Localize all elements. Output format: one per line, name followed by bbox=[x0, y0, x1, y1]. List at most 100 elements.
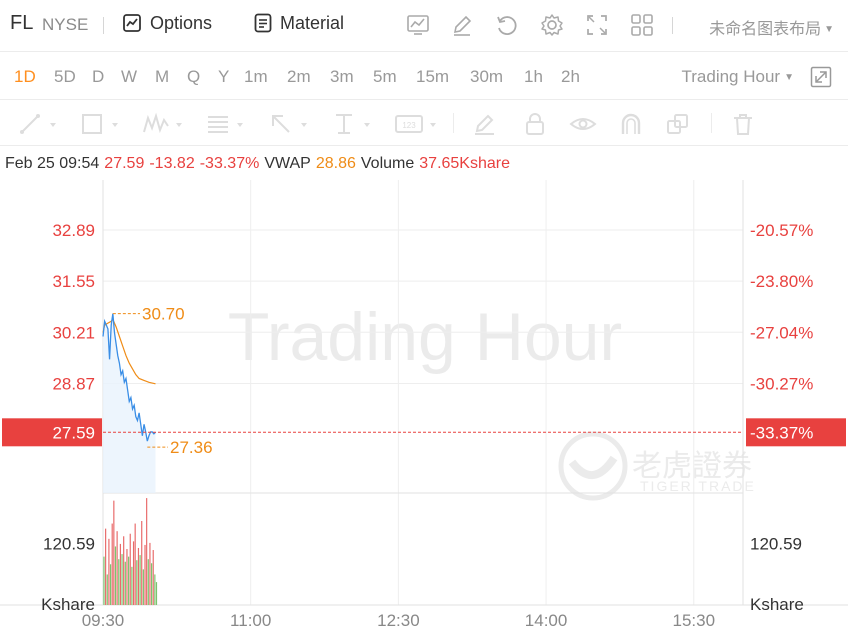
brush-icon[interactable] bbox=[472, 112, 498, 136]
exchange-label: NYSE bbox=[42, 15, 89, 34]
volume-bar bbox=[108, 538, 110, 605]
trash-icon[interactable] bbox=[731, 112, 755, 136]
toolbar-divider bbox=[453, 113, 454, 133]
watermark-tiger-logo bbox=[568, 455, 618, 479]
grid-layout-icon[interactable] bbox=[629, 12, 655, 38]
pattern-tool-icon[interactable] bbox=[142, 112, 188, 136]
layers-icon[interactable] bbox=[665, 112, 691, 136]
watermark-brand-en: TIGER TRADE bbox=[640, 478, 756, 494]
period-1m[interactable]: 1m bbox=[244, 67, 268, 86]
period-15m[interactable]: 15m bbox=[416, 67, 450, 86]
period-5d[interactable]: 5D bbox=[54, 67, 76, 86]
volume-bar bbox=[144, 544, 146, 605]
percent-tick-label: -30.27% bbox=[750, 374, 813, 393]
current-pct-label: -33.37% bbox=[750, 423, 813, 442]
period-2h[interactable]: 2h bbox=[561, 67, 580, 86]
magnet-icon[interactable] bbox=[618, 112, 644, 136]
high-marker-label: 30.70 bbox=[142, 305, 185, 324]
volume-bar bbox=[126, 549, 128, 605]
price-tick-label: 28.87 bbox=[52, 374, 95, 393]
period-year[interactable]: Y bbox=[218, 67, 230, 86]
expand-icon[interactable] bbox=[810, 66, 832, 88]
low-marker-label: 27.36 bbox=[170, 438, 213, 457]
period-bar: 1D 5D D W M Q Y 1m 2m 3m 5m 15m 30m 1h 2… bbox=[0, 53, 848, 100]
document-icon bbox=[254, 13, 272, 33]
volume-value: 37.65Kshare bbox=[419, 155, 510, 172]
header-divider bbox=[672, 17, 673, 34]
volume-unit-label: Kshare bbox=[41, 595, 95, 614]
session-selector[interactable]: Trading Hour ▼ bbox=[682, 67, 795, 87]
time-tick-label: 09:30 bbox=[82, 611, 125, 630]
layout-selector[interactable]: 未命名图表布局 ▼ bbox=[709, 15, 834, 39]
period-2m[interactable]: 2m bbox=[287, 67, 311, 86]
reset-icon[interactable] bbox=[494, 12, 520, 38]
ticker-symbol[interactable]: FL bbox=[10, 12, 34, 34]
period-1h[interactable]: 1h bbox=[524, 67, 543, 86]
fibonacci-tool-icon[interactable] bbox=[205, 112, 249, 136]
volume-bar bbox=[119, 543, 121, 605]
volume-bar bbox=[114, 546, 117, 605]
lock-icon[interactable] bbox=[522, 112, 548, 136]
percent-tick-label: -20.57% bbox=[750, 221, 813, 240]
watermark-tiger-logo bbox=[558, 431, 628, 501]
options-label: Options bbox=[150, 13, 213, 33]
volume-tick-label: 120.59 bbox=[43, 535, 95, 554]
period-3m[interactable]: 3m bbox=[330, 67, 354, 86]
volume-bar bbox=[113, 500, 115, 605]
period-month[interactable]: M bbox=[155, 67, 170, 86]
current-price-tag bbox=[2, 418, 102, 447]
period-1d[interactable]: 1D bbox=[14, 67, 36, 86]
session-label: Trading Hour bbox=[681, 67, 781, 86]
volume-bar bbox=[146, 498, 148, 605]
indicator-chart-icon[interactable] bbox=[405, 12, 431, 38]
volume-bar bbox=[129, 533, 131, 605]
price-area-fill bbox=[103, 313, 156, 493]
measure-tool-icon[interactable] bbox=[332, 112, 376, 136]
material-button[interactable]: Material bbox=[254, 13, 344, 34]
volume-bar bbox=[154, 574, 156, 605]
volume-bar bbox=[132, 541, 135, 605]
time-tick-label: 12:30 bbox=[377, 611, 420, 630]
price-tick-label: 31.55 bbox=[52, 272, 95, 291]
watermark-brand-cn: 老虎證券 bbox=[632, 449, 752, 484]
period-30m[interactable]: 30m bbox=[470, 67, 504, 86]
line-tool-icon[interactable] bbox=[18, 112, 62, 136]
counter-tool-icon[interactable]: 123 bbox=[394, 112, 442, 136]
volume-bar bbox=[121, 554, 123, 605]
options-button[interactable]: Options bbox=[122, 13, 212, 34]
arrow-tool-icon[interactable] bbox=[269, 112, 313, 136]
time-tick-label: 14:00 bbox=[525, 611, 568, 630]
period-quarter[interactable]: Q bbox=[187, 67, 201, 86]
volume-bar bbox=[147, 559, 149, 605]
vwap-line bbox=[102, 318, 156, 385]
quote-change: -13.82 bbox=[149, 155, 195, 172]
volume-bar bbox=[103, 556, 105, 605]
period-week[interactable]: W bbox=[121, 67, 138, 86]
price-tick-label: 30.21 bbox=[52, 323, 95, 342]
volume-bar bbox=[150, 563, 153, 605]
period-5m[interactable]: 5m bbox=[373, 67, 397, 86]
quote-datetime: Feb 25 09:54 bbox=[5, 155, 100, 172]
edit-icon[interactable] bbox=[449, 12, 475, 38]
volume-bar bbox=[105, 528, 107, 605]
svg-text:123: 123 bbox=[402, 121, 416, 130]
volume-bar bbox=[136, 560, 138, 605]
volume-bar bbox=[123, 536, 125, 605]
drawing-toolbar: 123 bbox=[0, 101, 848, 146]
current-pct-tag bbox=[746, 418, 846, 447]
quote-info-line: Feb 25 09:54 27.59 -13.82 -33.37% VWAP 28.86 V… bbox=[5, 155, 515, 173]
price-line bbox=[102, 313, 156, 442]
volume-bar bbox=[131, 566, 133, 605]
settings-icon[interactable] bbox=[539, 12, 565, 38]
volume-bar bbox=[128, 556, 130, 605]
rectangle-tool-icon[interactable] bbox=[80, 112, 124, 136]
volume-bar bbox=[152, 550, 154, 605]
time-tick-label: 15:30 bbox=[672, 611, 715, 630]
fullscreen-icon[interactable] bbox=[584, 12, 610, 38]
percent-tick-label: -27.04% bbox=[750, 323, 813, 342]
eye-icon[interactable] bbox=[569, 112, 597, 136]
period-day[interactable]: D bbox=[92, 67, 105, 86]
layout-name: 未命名图表布局 bbox=[709, 21, 822, 38]
volume-bar bbox=[142, 569, 144, 605]
